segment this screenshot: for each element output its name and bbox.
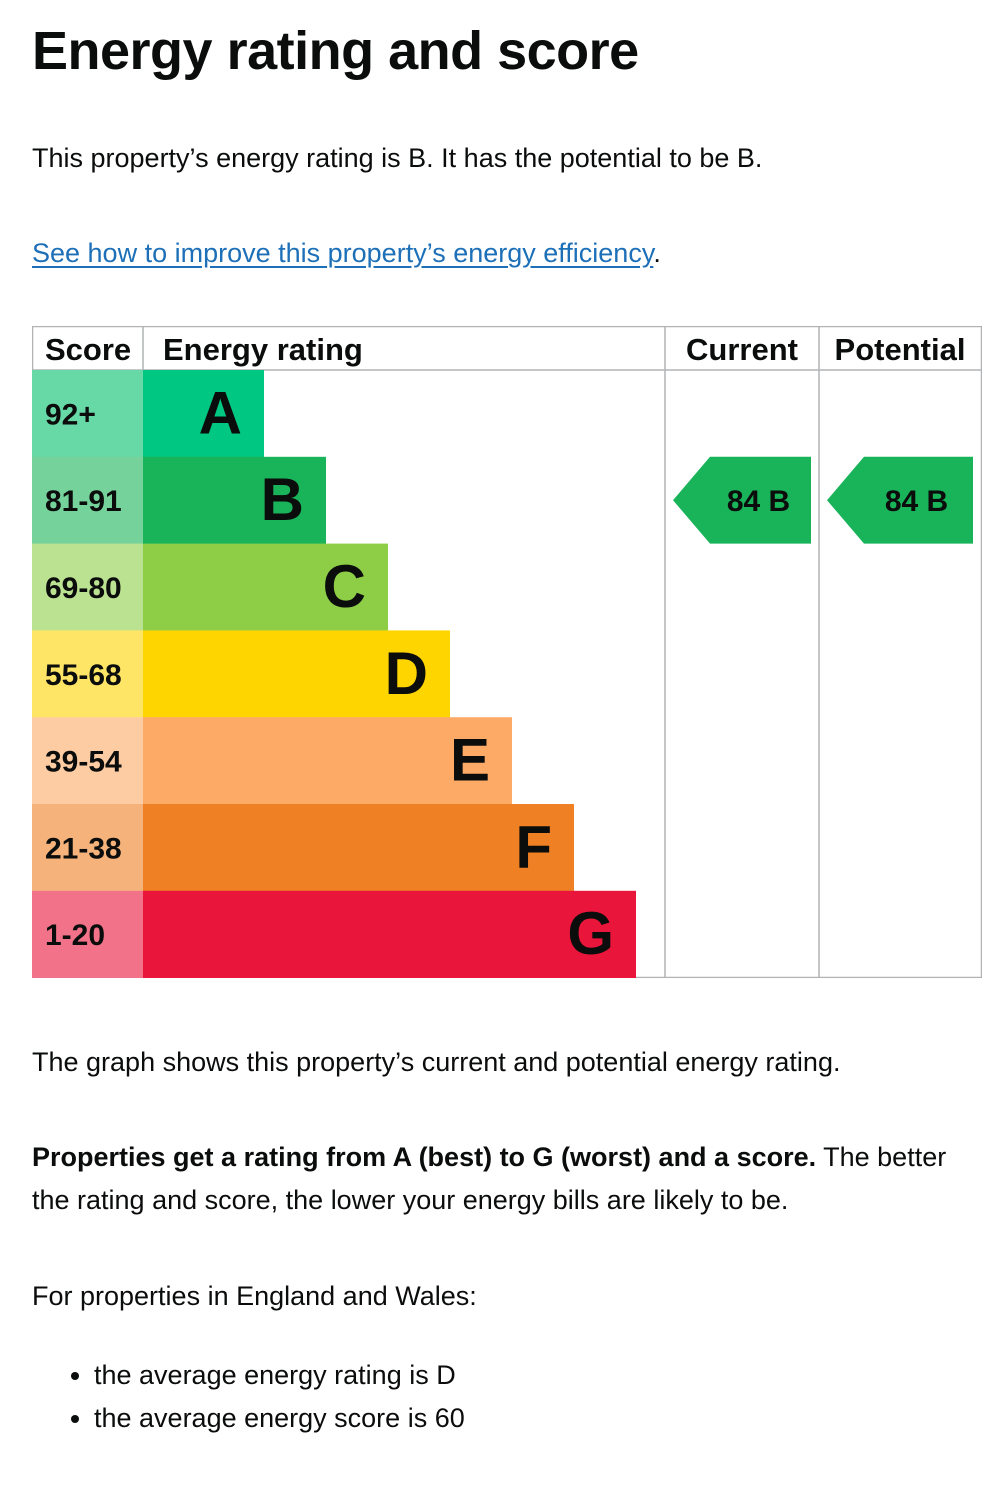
- score-range-b: 81-91: [45, 485, 122, 518]
- rating-bar-a: [143, 370, 264, 458]
- average-list: the average energy rating is D the avera…: [62, 1354, 465, 1440]
- rating-bar-d: [143, 630, 450, 718]
- page-title: Energy rating and score: [32, 21, 639, 81]
- score-cell-g: [32, 890, 143, 978]
- rating-bar-e: [143, 717, 512, 805]
- header-current: Current: [686, 332, 798, 367]
- score-cell-c: [32, 543, 143, 631]
- rating-letter-b: B: [261, 466, 304, 533]
- score-range-g: 1-20: [45, 919, 105, 952]
- header-energy-rating: Energy rating: [163, 332, 363, 367]
- energy-rating-graph: Score Energy rating Current Potential 92+ A 81…: [32, 326, 982, 978]
- rating-letter-e: E: [450, 727, 490, 794]
- rating-letter-d: D: [385, 640, 428, 707]
- score-cell-e: [32, 717, 143, 805]
- header-potential: Potential: [835, 332, 966, 367]
- improve-efficiency-link[interactable]: See how to improve this property’s energ…: [32, 238, 654, 268]
- rating-bar-c: [143, 543, 388, 631]
- score-range-c: 69-80: [45, 572, 122, 605]
- list-item: the average energy score is 60: [94, 1397, 465, 1440]
- current-rating-label: 84 B: [727, 485, 790, 518]
- potential-rating-arrow: [827, 456, 973, 544]
- rating-letter-c: C: [323, 553, 366, 620]
- rating-letter-a: A: [199, 379, 242, 446]
- potential-rating-label: 84 B: [885, 485, 948, 518]
- score-range-e: 39-54: [45, 746, 122, 779]
- score-cell-d: [32, 630, 143, 718]
- rating-letter-g: G: [567, 900, 614, 967]
- score-range-a: 92+: [45, 398, 96, 431]
- score-range-d: 55-68: [45, 659, 122, 692]
- score-cell-f: [32, 804, 143, 892]
- score-range-f: 21-38: [45, 832, 122, 865]
- energy-rating-chart: Score Energy rating Current Potential 92+ A 81…: [32, 326, 982, 978]
- rating-bar-f: [143, 804, 574, 892]
- header-score: Score: [45, 332, 131, 367]
- graph-note: The graph shows this property’s current …: [32, 1047, 841, 1077]
- list-item: the average energy rating is D: [94, 1354, 465, 1397]
- improve-link-suffix: .: [653, 238, 661, 268]
- improve-paragraph: See how to improve this property’s energ…: [32, 232, 982, 275]
- rating-letter-f: F: [515, 813, 552, 880]
- current-rating-arrow: [673, 456, 811, 544]
- score-cell-b: [32, 456, 143, 545]
- rating-explanation: Properties get a rating from A (best) to…: [32, 1136, 982, 1222]
- intro-text: This property’s energy rating is B. It h…: [32, 143, 763, 173]
- rating-bar-b: [143, 456, 326, 545]
- rating-bar-g: [143, 890, 636, 978]
- region-intro: For properties in England and Wales:: [32, 1281, 477, 1311]
- score-cell-a: [32, 370, 143, 458]
- rating-explanation-bold: Properties get a rating from A (best) to…: [32, 1142, 817, 1172]
- rating-explanation-rest: The better the rating and score, the low…: [32, 1142, 947, 1215]
